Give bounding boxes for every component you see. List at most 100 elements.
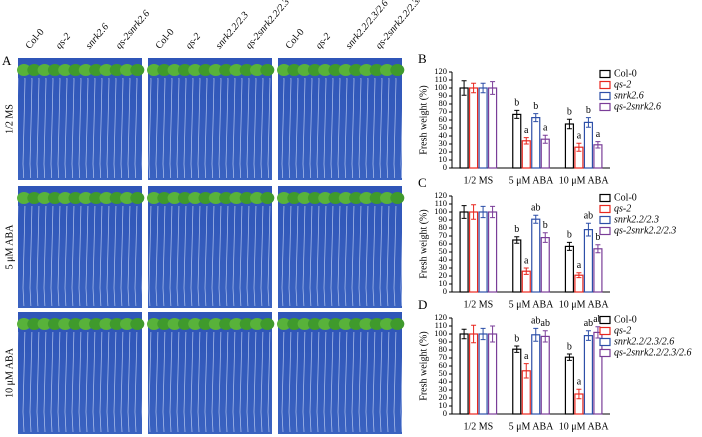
- seedling: [109, 192, 124, 204]
- error-bar: [566, 241, 572, 251]
- seedling: [188, 192, 203, 204]
- seedling: [147, 192, 161, 204]
- error-bar: [480, 327, 486, 341]
- error-bar: [542, 232, 548, 243]
- seedling: [287, 64, 302, 76]
- seedling: [78, 318, 93, 330]
- significance-letter: ab: [593, 314, 602, 325]
- significance-letter: a: [543, 122, 548, 133]
- seedling: [380, 64, 394, 76]
- y-tick-label: 70: [439, 106, 448, 116]
- y-tick-label: 100: [434, 206, 447, 216]
- legend-label: qs-2: [614, 325, 631, 336]
- error-bar: [471, 204, 477, 220]
- significance-letter: a: [524, 351, 529, 362]
- seedling: [99, 192, 114, 204]
- seedling: [157, 192, 172, 204]
- y-tick-label: 30: [439, 138, 448, 148]
- legend-label: qs-2snrk2.2/2.3/2.6: [614, 347, 692, 358]
- x-tick-label: 1/2 MS: [463, 421, 493, 432]
- error-bar: [514, 236, 520, 244]
- legend-swatch: [599, 69, 611, 79]
- seedling: [157, 64, 172, 76]
- bar: [459, 333, 469, 415]
- error-bar: [514, 345, 520, 353]
- seedling: [58, 318, 73, 330]
- seedling: [58, 64, 73, 76]
- panel-label: C: [418, 175, 427, 190]
- significance-letter: b: [543, 220, 548, 231]
- significance-letter: b: [567, 230, 572, 241]
- seedling: [157, 318, 172, 330]
- bar: [593, 248, 603, 293]
- significance-letter: a: [524, 125, 529, 136]
- seedling: [318, 64, 333, 76]
- bar: [540, 335, 550, 415]
- genotype-label: qs-2: [54, 31, 74, 51]
- y-tick-label: 10: [439, 400, 448, 410]
- seedling: [167, 64, 182, 76]
- row-label: 5 μM ABA: [4, 224, 15, 270]
- seedling: [68, 64, 83, 76]
- seedling: [318, 318, 333, 330]
- legend-label: qs-2: [614, 203, 631, 214]
- legend-swatch: [599, 326, 611, 336]
- error-bar: [523, 267, 529, 275]
- error-bar: [585, 117, 591, 128]
- error-bar: [595, 244, 601, 254]
- error-bar: [471, 324, 477, 344]
- significance-letter: b: [586, 105, 591, 116]
- seedling: [17, 64, 31, 76]
- y-tick-label: 110: [435, 198, 447, 208]
- y-tick-label: 60: [439, 114, 448, 124]
- significance-letter: a: [596, 129, 601, 140]
- significance-letter: ab: [531, 202, 540, 213]
- seedling: [47, 318, 62, 330]
- seedling: [27, 318, 42, 330]
- bar: [564, 123, 575, 169]
- significance-letter: ab: [531, 316, 540, 327]
- error-bar: [471, 82, 477, 94]
- error-bar: [585, 222, 591, 237]
- seedling: [297, 318, 312, 330]
- error-bar: [542, 330, 548, 343]
- panel-label: A: [2, 53, 12, 68]
- legend-swatch: [599, 102, 611, 112]
- y-tick-label: 40: [439, 254, 448, 264]
- seedling: [89, 64, 104, 76]
- bar: [478, 211, 488, 293]
- seedling: [380, 318, 394, 330]
- legend-label: qs-2: [614, 79, 631, 90]
- seedling: [17, 192, 31, 204]
- seedling: [109, 64, 124, 76]
- significance-letter: b: [567, 341, 572, 352]
- x-tick-label: 10 μM ABA: [559, 421, 610, 432]
- seedling: [147, 318, 161, 330]
- bar: [512, 113, 522, 169]
- seedling: [349, 318, 364, 330]
- genotype-label: Col-0: [24, 27, 47, 52]
- significance-letter: ab: [584, 318, 593, 329]
- bar: [512, 239, 522, 293]
- error-bar: [576, 272, 582, 279]
- error-bar: [480, 82, 486, 94]
- seedling: [390, 318, 405, 330]
- legend-swatch: [599, 193, 611, 203]
- seedling: [349, 192, 364, 204]
- genotype-label: qs-2: [314, 31, 334, 51]
- seedling: [260, 64, 275, 76]
- seedling: [188, 318, 203, 330]
- roots: [18, 78, 142, 178]
- y-tick-label: 60: [439, 360, 448, 370]
- legend-swatch: [599, 348, 611, 358]
- y-axis-label: Fresh weight (%): [418, 209, 429, 278]
- y-tick-label: 0: [443, 286, 447, 296]
- error-bar: [523, 137, 529, 145]
- bar: [487, 333, 498, 415]
- seedling: [260, 192, 275, 204]
- seedling: [68, 318, 83, 330]
- seedling: [219, 192, 234, 204]
- seedling: [287, 192, 302, 204]
- legend-label: snrk2.2/2.3/2.6: [614, 336, 674, 347]
- bar: [459, 211, 469, 293]
